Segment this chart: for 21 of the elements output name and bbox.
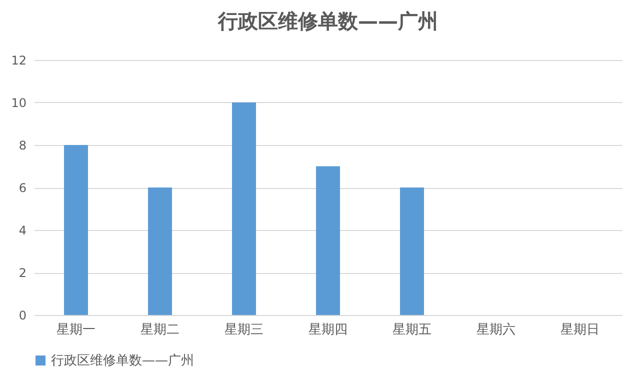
y-tick-label: 6 xyxy=(18,181,26,195)
x-tick-label: 星期日 xyxy=(560,322,600,338)
legend-label: 行政区维修单数——广州 xyxy=(51,354,194,368)
y-tick-label: 10 xyxy=(11,96,26,110)
bar xyxy=(148,188,172,315)
x-tick-label: 星期二 xyxy=(140,322,180,338)
y-tick-label: 4 xyxy=(18,224,26,238)
x-tick-label: 星期五 xyxy=(392,322,432,338)
bar xyxy=(400,188,424,315)
bar xyxy=(316,166,340,315)
x-tick-label: 星期三 xyxy=(224,322,264,338)
x-tick-label: 星期六 xyxy=(476,322,516,338)
chart-title: 行政区维修单数——广州 xyxy=(217,9,438,33)
y-tick-label: 2 xyxy=(18,266,26,280)
y-tick-label: 8 xyxy=(18,138,26,152)
y-tick-label: 0 xyxy=(18,308,26,322)
bar xyxy=(232,102,256,315)
x-tick-label: 星期一 xyxy=(56,322,96,338)
bar xyxy=(64,145,88,315)
x-tick-label: 星期四 xyxy=(308,322,348,338)
y-tick-label: 12 xyxy=(11,54,26,68)
